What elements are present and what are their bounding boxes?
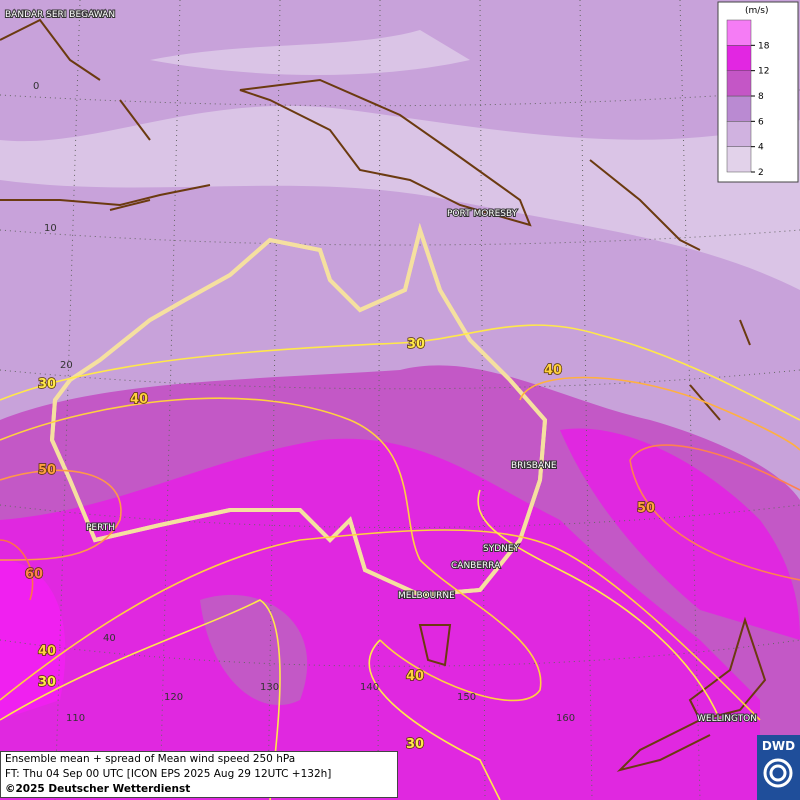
city-label: BRISBANE (511, 461, 557, 471)
contour-label: 50 (38, 463, 56, 478)
shading (0, 438, 760, 800)
city-label: SYDNEY (483, 544, 520, 554)
shading (0, 105, 800, 291)
legend-tick-label: 12 (758, 67, 769, 77)
graticule-label: 140 (360, 682, 379, 693)
legend-tick-label: 18 (758, 41, 770, 51)
legend-unit: (m/s) (745, 6, 769, 16)
legend-swatch (726, 95, 752, 122)
contour-label: 40 (544, 363, 562, 378)
logo-text: DWD (761, 739, 796, 753)
graticule-label: 0 (33, 81, 39, 92)
legend-tick-label: 2 (758, 168, 764, 178)
footer-copyright: ©2025 Deutscher Wetterdienst (5, 783, 191, 795)
contour (0, 324, 800, 800)
contour-label: 30 (407, 337, 425, 352)
legend-tick-label: 4 (758, 143, 764, 153)
legend-swatch (726, 45, 752, 71)
legend-swatch (726, 146, 752, 173)
dwd-logo: DWD (757, 735, 800, 800)
graticule-label: 150 (457, 692, 476, 703)
graticule-label: 20 (60, 360, 73, 371)
contour-label: 40 (38, 644, 56, 659)
graticule-label: 120 (164, 692, 183, 703)
logo-icon (763, 758, 793, 788)
legend-tick-label: 8 (758, 92, 764, 102)
contour-label: 40 (406, 669, 424, 684)
contour-label: 40 (130, 392, 148, 407)
footer-title: Ensemble mean + spread of Mean wind spee… (5, 753, 296, 765)
city-label: CANBERRA (451, 561, 501, 571)
graticule-label: 160 (556, 713, 575, 724)
contour-label: 30 (406, 737, 424, 752)
legend-swatch (726, 19, 752, 46)
footer: Ensemble mean + spread of Mean wind spee… (0, 751, 398, 798)
shading (150, 30, 470, 75)
footer-forecast-time: FT: Thu 04 Sep 00 UTC [ICON EPS 2025 Aug… (5, 768, 332, 780)
contour-label: 30 (38, 675, 56, 690)
graticule-label: 110 (66, 713, 85, 724)
city-label: PERTH (86, 523, 115, 533)
graticule-label: 40 (103, 633, 116, 644)
city-label: BANDAR SERI BEGAWAN (5, 10, 115, 20)
legend-swatch (726, 70, 752, 97)
graticule-label: 130 (260, 682, 279, 693)
contour-label: 50 (637, 501, 655, 516)
contour-label: 30 (38, 377, 56, 392)
shading (0, 560, 66, 720)
coastline (0, 18, 767, 772)
city-label: MELBOURNE (398, 591, 455, 601)
legend-swatch (726, 121, 752, 147)
contour-label: 60 (25, 567, 43, 582)
graticule-label: 10 (44, 223, 57, 234)
city-label: PORT MORESBY (447, 209, 518, 219)
legend-tick-label: 6 (758, 117, 764, 127)
city-label: WELLINGTON (697, 714, 757, 724)
